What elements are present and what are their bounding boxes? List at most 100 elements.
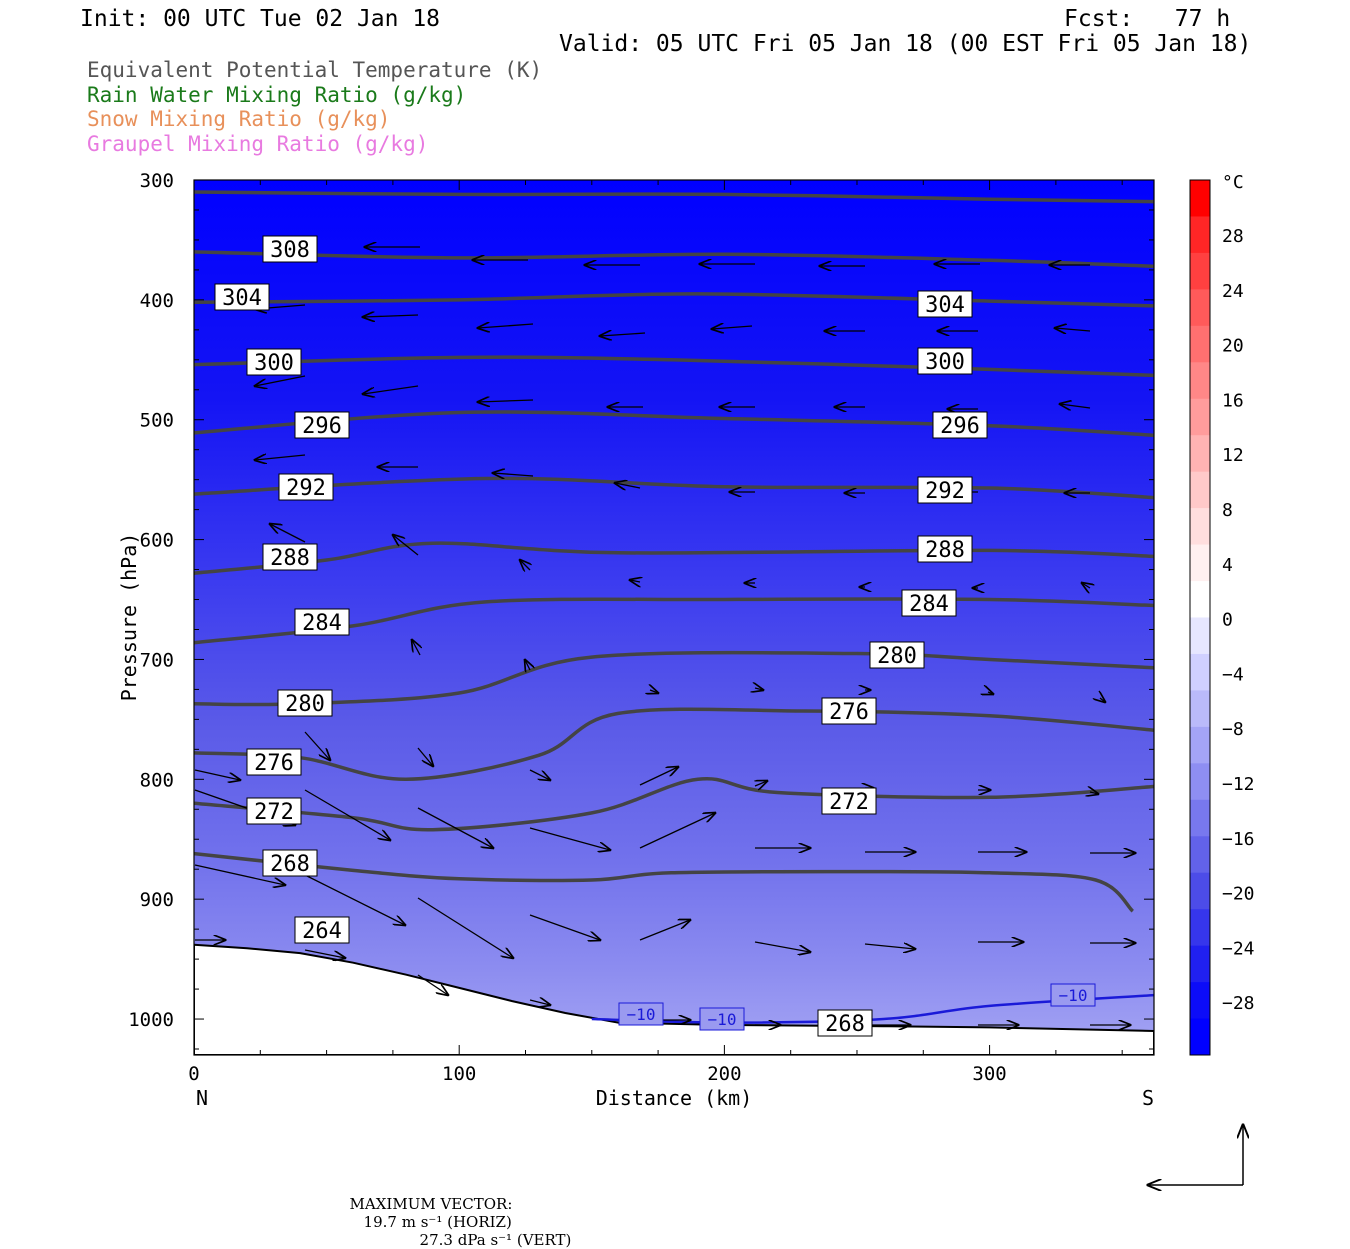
theta-e-label-text: 304 [925, 293, 965, 318]
theta-e-label-box [262, 543, 318, 571]
terrain-surface [194, 943, 1154, 1055]
theta-e-contour [194, 707, 1154, 782]
theta-e-label: 292 [917, 476, 973, 504]
wind-vector [417, 974, 448, 995]
cross-section-chart: 3083043002962922882842802762722682643043… [117, 170, 1255, 1200]
colorbar-tick-label: −28 [1222, 993, 1255, 1014]
wind-vector [194, 769, 240, 780]
theta-e-label-box [277, 689, 333, 717]
wind-vector [864, 944, 915, 949]
x-tick-label: 200 [707, 1063, 741, 1085]
theta-e-label: 300 [917, 347, 973, 375]
isotherm-label-text: −10 [1059, 986, 1088, 1005]
wind-vector [525, 660, 530, 670]
colorbar-tick-label: −8 [1222, 719, 1244, 740]
isotherm-label-text: −10 [627, 1005, 656, 1024]
colorbar-tick-label: 24 [1222, 281, 1244, 302]
colorbar-tick-label: 0 [1222, 610, 1233, 631]
theta-e-label: 300 [246, 348, 302, 376]
theta-e-label-box [917, 290, 973, 318]
temperature-fill [194, 180, 1154, 1055]
theta-e-label-box [278, 473, 334, 501]
colorbar-tick-label: 8 [1222, 500, 1233, 521]
wind-vector [755, 688, 763, 690]
legend-theta-e: Equivalent Potential Temperature (K) [87, 58, 543, 82]
wind-vector-field [194, 247, 1135, 1025]
theta-e-label-text: 300 [254, 351, 294, 376]
theta-e-label-text: 280 [877, 644, 917, 669]
wind-vector [639, 920, 690, 941]
theta-e-label-box [917, 535, 973, 563]
wind-vector [417, 897, 513, 958]
colorbar-band [1190, 398, 1210, 436]
theta-e-label: 276 [246, 748, 302, 776]
wind-vector [304, 789, 390, 840]
init-time: Init: 00 UTC Tue 02 Jan 18 [80, 6, 441, 32]
theta-e-label-text: 296 [302, 414, 342, 439]
theta-e-label-text: 264 [302, 919, 342, 944]
theta-e-contour [194, 541, 1154, 575]
theta-e-label-box [294, 608, 350, 636]
wind-vector [1090, 792, 1098, 794]
colorbar-tick-label: 4 [1222, 555, 1233, 576]
colorbar-band [1190, 799, 1210, 837]
theta-e-label-text: 304 [222, 286, 262, 311]
wind-vector [988, 692, 993, 694]
colorbar-band [1190, 325, 1210, 363]
wind-vector [255, 375, 306, 386]
colorbar-band [1190, 763, 1210, 801]
x-end-label-left: N [196, 1086, 208, 1110]
theta-e-label-box [869, 641, 925, 669]
theta-e-contour [194, 777, 1154, 832]
colorbar-band [1190, 982, 1210, 1020]
wind-vector [615, 483, 641, 488]
wind-vector [529, 827, 610, 850]
theta-e-label-box [932, 411, 988, 439]
wind-vector [417, 807, 493, 848]
colorbar-tick-label: −16 [1222, 829, 1255, 850]
theta-e-label: 272 [246, 797, 302, 825]
x-tick-label: 300 [972, 1063, 1006, 1085]
y-tick-label: 300 [140, 170, 174, 192]
colorbar-band [1190, 653, 1210, 691]
wind-vector [412, 640, 420, 656]
colorbar-band [1190, 435, 1210, 473]
wind-vector [630, 580, 640, 582]
y-tick-label: 1000 [128, 1009, 174, 1031]
isotherm-label-box [699, 1007, 745, 1031]
colorbar-tick-label: −12 [1222, 774, 1255, 795]
wind-vector [754, 941, 810, 952]
theta-e-label-box [821, 697, 877, 725]
colorbar-band [1190, 690, 1210, 728]
x-tick-label: 100 [442, 1063, 476, 1085]
theta-e-label-text: 292 [925, 479, 965, 504]
y-tick-label: 500 [140, 410, 174, 432]
wind-vector [529, 1000, 550, 1005]
theta-e-label-text: 296 [940, 414, 980, 439]
plot-frame [193, 179, 1155, 1056]
wind-vector [755, 781, 767, 786]
colorbar-band [1190, 617, 1210, 655]
theta-e-label-text: 280 [285, 692, 325, 717]
theta-e-label-box [901, 589, 957, 617]
theta-e-label: 264 [294, 916, 350, 944]
theta-e-label: 304 [214, 283, 270, 311]
colorbar-band [1190, 1018, 1210, 1056]
theta-e-label: 296 [932, 411, 988, 439]
max-vector-label: MAXIMUM VECTOR: [349, 1195, 513, 1213]
theta-e-contour [194, 355, 1154, 378]
y-tick-label: 800 [140, 769, 174, 791]
colorbar-frame [1189, 179, 1211, 1056]
theta-e-label-box [817, 1009, 873, 1037]
theta-e-label-box [262, 235, 318, 263]
theta-e-label-text: 284 [909, 592, 949, 617]
y-tick-label: 400 [140, 290, 174, 312]
theta-e-label: 276 [821, 697, 877, 725]
x-axis-label: Distance (km) [596, 1086, 753, 1110]
isotherm-label: −10 [618, 1002, 664, 1026]
plot-area: 308 304 300 296 292 288 284 280 276 272 268 264 304 3… [193, 179, 1155, 1056]
wind-vector [1055, 328, 1091, 331]
footer-max-vector: MAXIMUM VECTOR: 19.7 m s⁻¹ (HORIZ) 27.3 … [340, 1177, 572, 1249]
theta-e-label-box [821, 787, 877, 815]
isotherm-label-box [618, 1002, 664, 1026]
